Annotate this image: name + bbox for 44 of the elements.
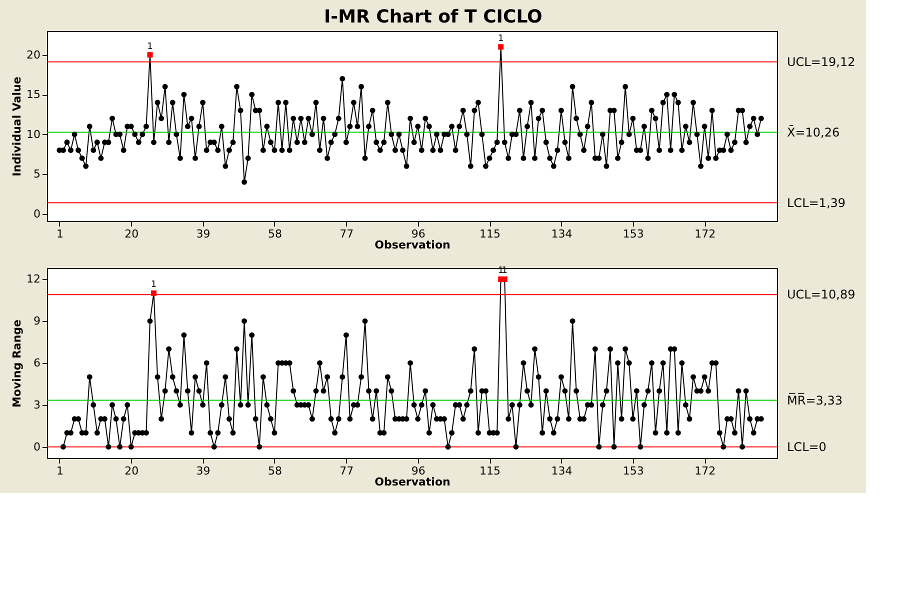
x-tick-label: 134 <box>551 464 572 478</box>
y-tick-label: 10 <box>26 128 40 141</box>
x-tick-label: 39 <box>196 228 210 240</box>
y-tick-label: 15 <box>26 88 40 102</box>
x-tick-label: 115 <box>480 464 501 478</box>
ref-line-label: LCL=0 <box>787 440 826 454</box>
x-tick-label: 39 <box>196 464 210 478</box>
x-tick-label: 96 <box>411 228 426 240</box>
x-tick-label: 134 <box>551 228 572 240</box>
x-tick-label: 96 <box>411 464 426 478</box>
x-tick-label: 172 <box>694 228 716 240</box>
x-axis-title: Observation <box>374 238 450 252</box>
x-tick-label: 172 <box>694 464 716 478</box>
y-axis-title: Moving Range <box>10 319 24 408</box>
x-tick-label: 1 <box>56 228 64 240</box>
y-tick-label: 0 <box>34 207 40 220</box>
x-tick-label: 20 <box>124 464 139 478</box>
annotation: 1 <box>498 34 504 44</box>
y-tick-label: 9 <box>34 314 40 328</box>
chart-title: I-MR Chart of T CICLO <box>324 6 542 28</box>
annotation: 1 <box>150 280 157 290</box>
annotation: 1 <box>147 42 153 52</box>
x-tick-label: 20 <box>124 228 139 240</box>
x-tick-label: 1 <box>56 464 64 478</box>
ref-line-label: UCL=19,12 <box>787 54 856 69</box>
x-tick-label: 77 <box>340 228 354 240</box>
ref-line-label: UCL=10,89 <box>787 288 856 302</box>
y-tick-label: 5 <box>34 168 40 181</box>
x-tick-label: 153 <box>622 464 644 478</box>
x-axis-title: Observation <box>374 476 450 488</box>
ref-line-label: X̄=10,26 <box>787 125 840 140</box>
x-tick-label: 58 <box>268 228 282 240</box>
y-axis-title: Individual Value <box>10 76 24 176</box>
ref-line-label: LCL=1,39 <box>787 196 846 210</box>
y-tick-label: 3 <box>34 398 40 412</box>
x-tick-label: 77 <box>340 464 354 478</box>
ref-line-label: M̅R̅=3,33 <box>787 392 842 408</box>
y-tick-label: 12 <box>26 272 40 286</box>
x-tick-label: 115 <box>480 228 501 240</box>
y-tick-label: 20 <box>26 48 40 62</box>
y-tick-label: 6 <box>34 356 40 370</box>
x-tick-label: 58 <box>268 464 282 478</box>
y-tick-label: 0 <box>34 440 40 454</box>
x-tick-label: 153 <box>622 228 644 240</box>
